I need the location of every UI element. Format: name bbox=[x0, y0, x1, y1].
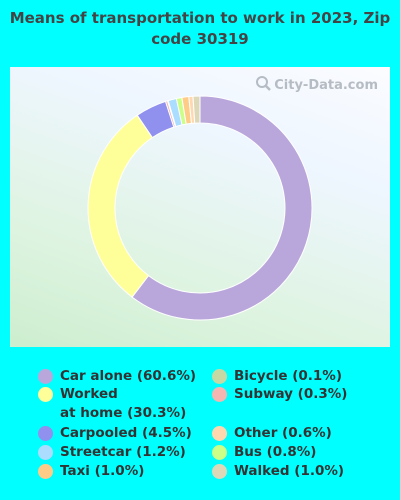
legend-item-taxi: Taxi (1.0%) bbox=[38, 462, 144, 481]
slice-car-alone bbox=[131, 95, 313, 321]
legend: Car alone (60.6%) Worked at home (30.3%) C… bbox=[0, 363, 400, 493]
legend-label: Car alone (60.6%) bbox=[60, 368, 197, 384]
plot-area: City-Data.com bbox=[10, 67, 390, 347]
legend-item-subway: Subway (0.3%) bbox=[212, 385, 347, 404]
slice-worked-at-home bbox=[87, 114, 154, 298]
legend-swatch bbox=[38, 369, 53, 384]
legend-swatch bbox=[212, 426, 227, 441]
watermark-text: City-Data.com bbox=[274, 77, 378, 93]
legend-item-walked: Walked (1.0%) bbox=[212, 462, 344, 481]
legend-swatch bbox=[212, 445, 227, 460]
legend-swatch bbox=[38, 445, 53, 460]
legend-swatch bbox=[38, 426, 53, 441]
legend-label: Subway (0.3%) bbox=[234, 386, 348, 402]
legend-swatch bbox=[212, 369, 227, 384]
legend-label: Streetcar (1.2%) bbox=[60, 444, 186, 460]
watermark: City-Data.com bbox=[255, 75, 378, 95]
legend-swatch bbox=[212, 387, 227, 402]
legend-label: Bus (0.8%) bbox=[234, 444, 317, 460]
legend-swatch bbox=[38, 464, 53, 479]
legend-item-carpooled: Carpooled (4.5%) bbox=[38, 424, 192, 443]
legend-item-car-alone: Car alone (60.6%) bbox=[38, 367, 196, 386]
legend-label: Worked at home (30.3%) bbox=[60, 386, 187, 421]
legend-label: Bicycle (0.1%) bbox=[234, 368, 342, 384]
legend-label: Other (0.6%) bbox=[234, 425, 332, 441]
donut-chart bbox=[87, 95, 313, 321]
legend-item-bus: Bus (0.8%) bbox=[212, 443, 316, 462]
legend-item-worked-at-home: Worked at home (30.3%) bbox=[38, 385, 186, 423]
slice-walked bbox=[192, 95, 201, 124]
legend-item-other: Other (0.6%) bbox=[212, 424, 332, 443]
chart-title: Means of transportation to work in 2023,… bbox=[9, 9, 391, 48]
legend-swatch bbox=[212, 464, 227, 479]
legend-swatch bbox=[38, 387, 53, 402]
legend-item-bicycle: Bicycle (0.1%) bbox=[212, 367, 342, 386]
legend-label: Carpooled (4.5%) bbox=[60, 425, 192, 441]
magnifier-icon bbox=[255, 75, 272, 95]
legend-item-streetcar: Streetcar (1.2%) bbox=[38, 443, 186, 462]
legend-label: Taxi (1.0%) bbox=[60, 463, 145, 479]
legend-label: Walked (1.0%) bbox=[234, 463, 345, 479]
